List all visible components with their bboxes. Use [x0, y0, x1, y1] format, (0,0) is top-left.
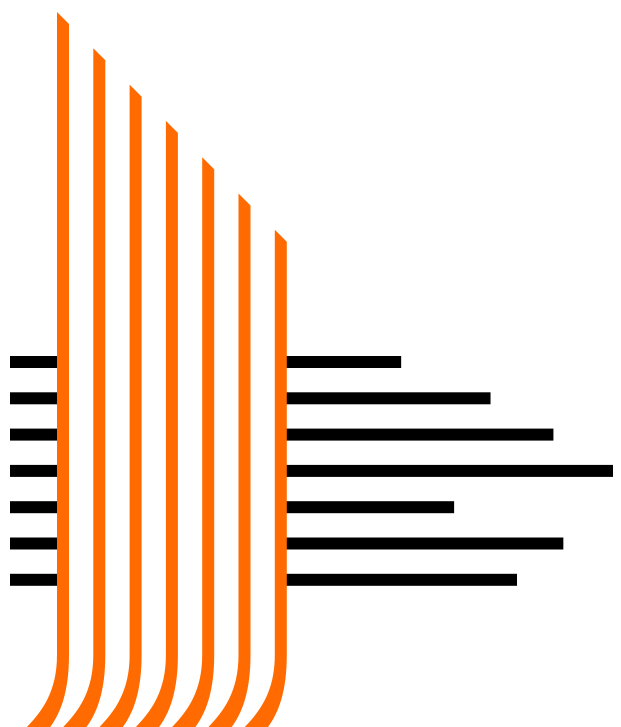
left-bar — [10, 537, 60, 550]
left-bar — [10, 356, 60, 368]
left-bar — [10, 428, 60, 441]
orange-stripes-group — [26, 12, 287, 727]
orange-stripe — [63, 48, 106, 727]
left-bar — [10, 501, 60, 514]
right-bar — [282, 501, 455, 514]
left-bar — [10, 573, 60, 586]
right-bar — [282, 428, 554, 441]
right-bar — [282, 464, 613, 477]
right-bar — [282, 573, 518, 586]
left-bar — [10, 392, 60, 405]
right-bar — [282, 537, 564, 550]
orange-stripe — [208, 193, 251, 727]
right-bar — [282, 356, 402, 368]
right-bar — [282, 392, 491, 405]
black-bars-group — [10, 356, 613, 586]
left-bar — [10, 464, 60, 477]
orange-stripe — [172, 157, 215, 727]
orange-stripe — [135, 120, 178, 727]
orange-stripe — [99, 84, 142, 727]
orange-stripe — [26, 12, 69, 727]
orange-stripe — [244, 229, 287, 727]
